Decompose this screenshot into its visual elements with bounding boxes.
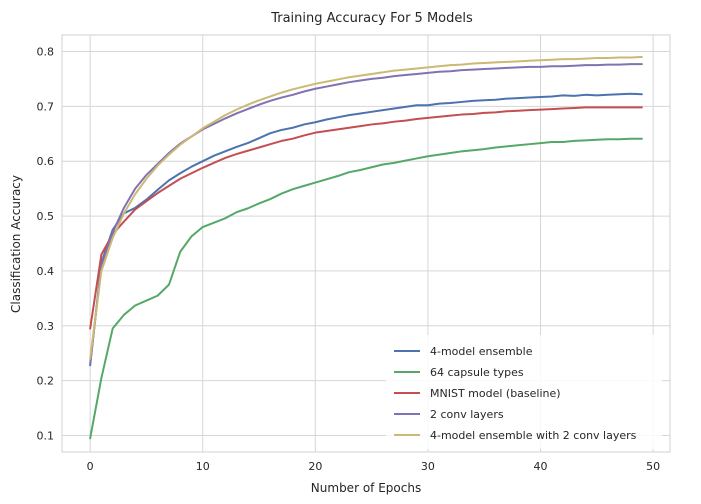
series-line-2 — [89, 137, 643, 440]
y-tick-label: 0.1 — [37, 430, 55, 443]
legend-label-2: 64 capsule types — [430, 366, 524, 379]
legend-box — [386, 335, 662, 449]
legend-label-3: MNIST model (baseline) — [430, 387, 561, 400]
tick-labels: 0 10 20 30 40 50 0.1 0.2 0.3 0.4 0.5 0.6 0.7 0.8 — [37, 45, 661, 473]
y-tick-label: 0.5 — [37, 210, 55, 223]
x-axis-label: Number of Epochs — [311, 481, 421, 495]
x-tick-label: 0 — [87, 460, 94, 473]
y-tick-label: 0.4 — [37, 265, 55, 278]
chart-title: Training Accuracy For 5 Models — [270, 11, 473, 26]
x-tick-label: 30 — [421, 460, 435, 473]
series-line-3 — [89, 106, 643, 330]
y-tick-label: 0.6 — [37, 155, 55, 168]
x-tick-label: 10 — [196, 460, 210, 473]
legend-label-4: 2 conv layers — [430, 408, 504, 421]
plot-frame — [61, 34, 671, 453]
y-tick-label: 0.3 — [37, 320, 55, 333]
y-tick-label: 0.8 — [37, 45, 55, 58]
x-tick-label: 20 — [308, 460, 322, 473]
x-tick-label: 50 — [646, 460, 660, 473]
legend: 4-model ensemble 64 capsule types MNIST mo… — [386, 335, 662, 449]
series-lines — [89, 55, 643, 440]
series-line-1 — [89, 92, 643, 367]
legend-label-5: 4-model ensemble with 2 conv layers — [430, 429, 637, 442]
y-tick-label: 0.7 — [37, 100, 55, 113]
x-tick-label: 40 — [534, 460, 548, 473]
y-axis-label: Classification Accuracy — [9, 175, 23, 313]
series-line-5 — [89, 55, 643, 360]
legend-label-1: 4-model ensemble — [430, 345, 533, 358]
y-tick-label: 0.2 — [37, 375, 55, 388]
